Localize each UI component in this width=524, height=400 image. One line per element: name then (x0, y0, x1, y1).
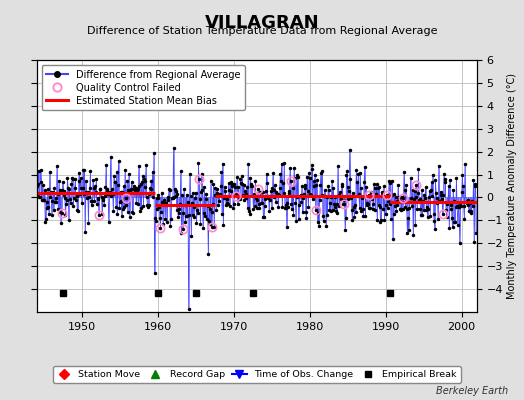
Text: Berkeley Earth: Berkeley Earth (436, 386, 508, 396)
Text: Difference of Station Temperature Data from Regional Average: Difference of Station Temperature Data f… (87, 26, 437, 36)
Legend: Station Move, Record Gap, Time of Obs. Change, Empirical Break: Station Move, Record Gap, Time of Obs. C… (53, 366, 461, 383)
Y-axis label: Monthly Temperature Anomaly Difference (°C): Monthly Temperature Anomaly Difference (… (507, 73, 517, 299)
Text: VILLAGRAN: VILLAGRAN (205, 14, 319, 32)
